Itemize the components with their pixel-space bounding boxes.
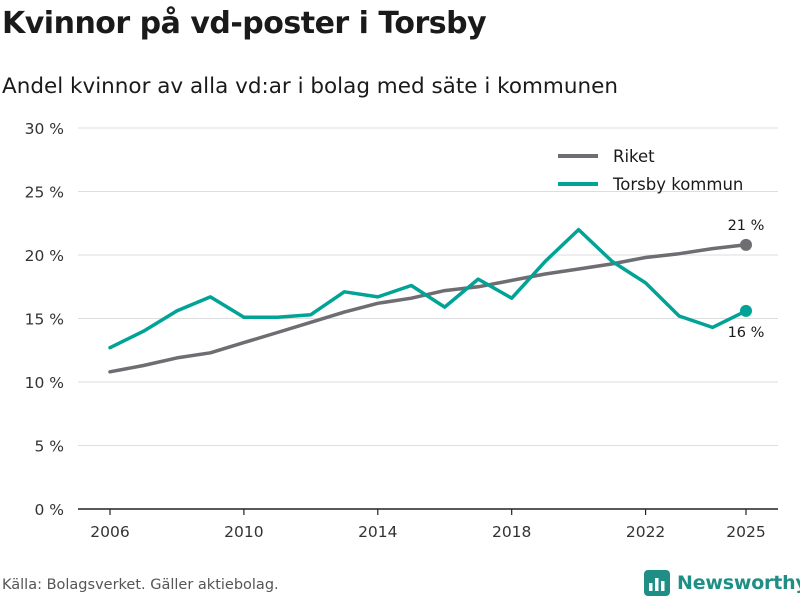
- x-tick-label-2022: 2022: [626, 523, 665, 541]
- y-tick-label-5: 5 %: [34, 438, 64, 456]
- source-note: Källa: Bolagsverket. Gäller aktiebolag.: [2, 577, 279, 593]
- y-tick-label-25: 25 %: [25, 184, 64, 202]
- y-tick-label-15: 15 %: [25, 311, 64, 329]
- newsworthy-logo-icon: [644, 570, 670, 596]
- y-tick-label-30: 30 %: [25, 120, 64, 138]
- end-marker-riket: [740, 238, 752, 251]
- chart-title: Kvinnor på vd-poster i Torsby: [2, 6, 487, 41]
- end-label-torsby-kommun: 16 %: [728, 325, 765, 341]
- x-tick-label-2014: 2014: [358, 523, 397, 541]
- series-line-torsby-kommun: [108, 227, 748, 350]
- x-tick-label-2018: 2018: [492, 523, 531, 541]
- x-tick-label-2006: 2006: [90, 523, 129, 541]
- legend: Riket Torsby kommun: [558, 147, 743, 194]
- legend-label-torsby-kommun: Torsby kommun: [612, 175, 743, 194]
- brand-name: Newsworthy: [677, 572, 800, 594]
- y-tick-label-0: 0 %: [34, 501, 64, 519]
- y-tick-label-20: 20 %: [25, 247, 64, 265]
- series-lines: [108, 227, 748, 374]
- x-tick-label-2025: 2025: [726, 523, 765, 541]
- legend-label-riket: Riket: [613, 147, 655, 166]
- y-axis-tick-labels: 0 % 5 % 10 % 15 % 20 % 25 % 30 %: [25, 120, 64, 519]
- end-label-riket: 21 %: [728, 218, 765, 234]
- end-markers: 21 % 16 %: [728, 218, 765, 341]
- chart-subtitle: Andel kvinnor av alla vd:ar i bolag med …: [2, 74, 618, 99]
- end-marker-torsby-kommun: [740, 304, 752, 317]
- brand-logo[interactable]: Newsworthy: [644, 570, 800, 596]
- x-axis: 2006 2010 2014 2018 2022 2025: [78, 508, 778, 541]
- x-tick-label-2010: 2010: [224, 523, 263, 541]
- series-line-riket: [108, 243, 748, 374]
- y-tick-label-10: 10 %: [25, 374, 64, 392]
